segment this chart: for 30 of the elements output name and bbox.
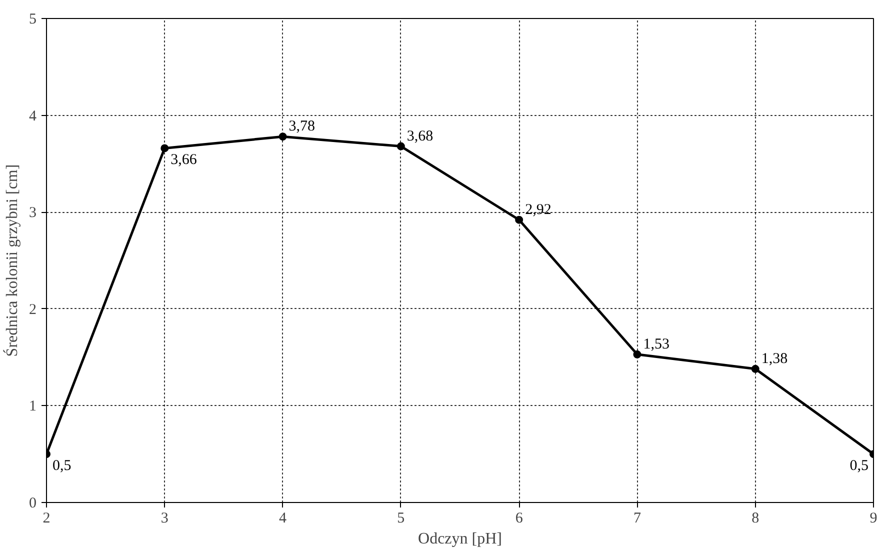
- data-label: 3,68: [406, 128, 434, 144]
- y-tick-label: 0: [29, 496, 36, 512]
- data-label: 0,5: [52, 458, 72, 474]
- point: [396, 142, 405, 150]
- data-label: 1,53: [643, 336, 670, 352]
- x-tick-label: 3: [160, 510, 168, 526]
- x-tick-label: 8: [752, 510, 760, 526]
- x-tick-label: 2: [42, 510, 50, 526]
- y-tick-label: 2: [29, 302, 36, 318]
- point: [278, 132, 287, 141]
- data-label: 1,38: [761, 350, 788, 367]
- y-axis-title: Średnica kolonii grzybni [cm]: [3, 164, 21, 357]
- y-tick-label: 5: [29, 12, 36, 28]
- point: [751, 364, 760, 373]
- point: [515, 216, 524, 224]
- x-tick-label: 5: [397, 510, 405, 526]
- data-label: 3,78: [288, 118, 316, 135]
- x-axis-title: Odczyn [pH]: [418, 530, 502, 548]
- point: [160, 144, 169, 152]
- x-tick-label: 7: [633, 510, 642, 526]
- x-tick-label: 4: [279, 510, 288, 526]
- point: [633, 350, 642, 358]
- data-label: 2,92: [525, 202, 552, 218]
- data-label: 0,5: [850, 458, 868, 474]
- y-tick-label: 1: [29, 398, 36, 415]
- x-tick-label: 9: [870, 510, 878, 526]
- x-tick-label: 6: [515, 510, 524, 526]
- data-label: 3,66: [170, 152, 198, 168]
- y-tick-label: 4: [29, 108, 37, 124]
- y-tick-label: 3: [29, 205, 36, 222]
